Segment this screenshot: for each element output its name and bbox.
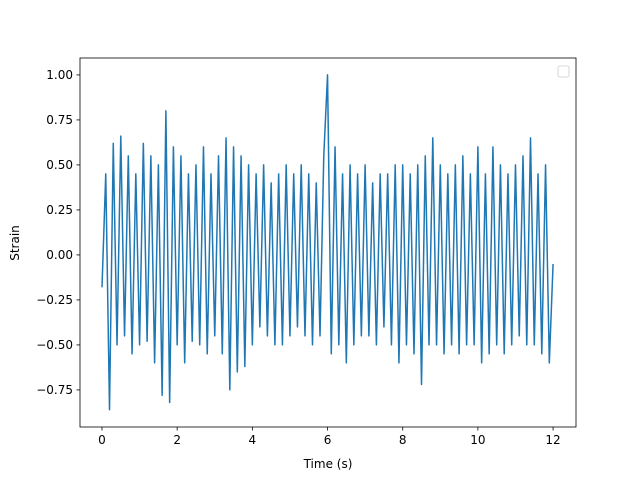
- legend: [557, 65, 570, 78]
- data-line: [101, 74, 554, 411]
- plot-frame: [79, 57, 577, 428]
- x-tick-label: 4: [249, 433, 257, 447]
- y-tick-label: 0.00: [46, 248, 73, 262]
- y-tick-label: 1.00: [46, 68, 73, 82]
- y-tick-label: −0.75: [36, 383, 73, 397]
- x-tick-label: 10: [470, 433, 485, 447]
- x-tick-label: 6: [324, 433, 332, 447]
- x-axis-label: Time (s): [303, 457, 353, 471]
- x-tick-label: 12: [545, 433, 560, 447]
- y-tick-label: 0.50: [46, 158, 73, 172]
- y-tick-label: −0.50: [36, 338, 73, 352]
- y-tick-label: 0.75: [46, 113, 73, 127]
- y-tick-label: 0.25: [46, 203, 73, 217]
- x-tick-label: 2: [173, 433, 181, 447]
- x-tick-label: 8: [399, 433, 407, 447]
- y-tick-label: −0.25: [36, 293, 73, 307]
- x-tick-label: 0: [98, 433, 106, 447]
- y-axis-label: Strain: [8, 225, 22, 261]
